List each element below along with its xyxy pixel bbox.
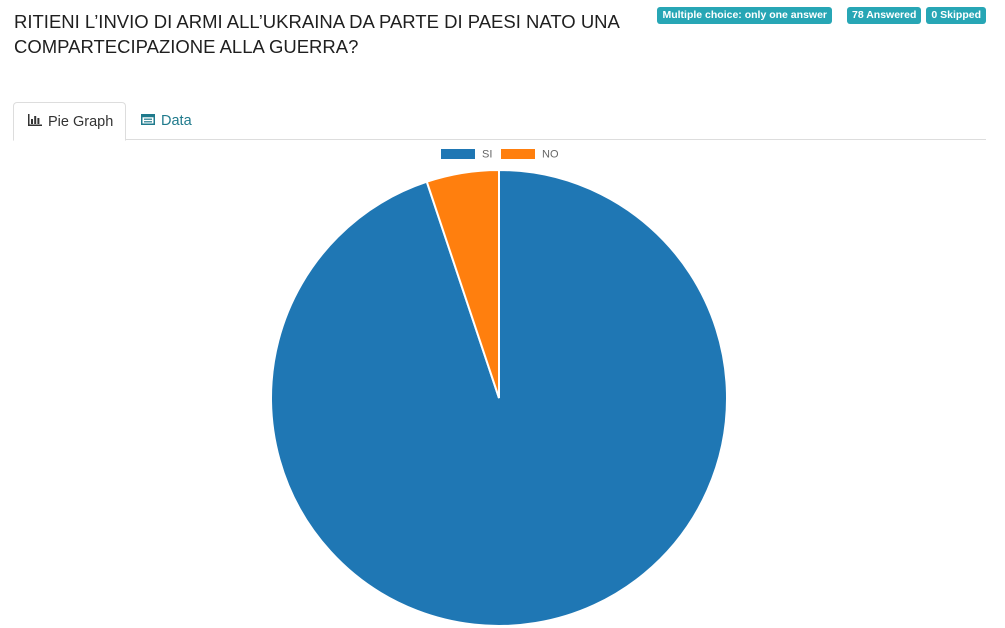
pie-slice-no[interactable] bbox=[425, 168, 500, 399]
legend-label-si: SI bbox=[482, 149, 492, 161]
tab-data-label: Data bbox=[161, 113, 192, 129]
tab-pie-graph[interactable]: Pie Graph bbox=[13, 102, 126, 141]
badge-group: Multiple choice: only one answer 78 Answ… bbox=[657, 7, 986, 24]
pie-chart: SI NO bbox=[270, 149, 728, 627]
skipped-badge: 0 Skipped bbox=[926, 7, 986, 24]
answered-badge: 78 Answered bbox=[847, 7, 922, 24]
legend-label-no: NO bbox=[542, 149, 559, 161]
bar-chart-icon bbox=[28, 113, 42, 130]
table-icon bbox=[141, 113, 155, 129]
legend-swatch-si[interactable] bbox=[441, 149, 475, 159]
legend-swatch-no[interactable] bbox=[501, 149, 535, 159]
tab-bar: Pie Graph Data bbox=[13, 102, 986, 141]
tab-pie-graph-label: Pie Graph bbox=[48, 113, 114, 130]
tab-data[interactable]: Data bbox=[140, 102, 192, 140]
question-type-badge: Multiple choice: only one answer bbox=[657, 7, 832, 24]
question-title: RITIENI L’INVIO DI ARMI ALL’UKRAINA DA P… bbox=[14, 11, 619, 57]
pie-slice-si[interactable] bbox=[270, 168, 728, 627]
